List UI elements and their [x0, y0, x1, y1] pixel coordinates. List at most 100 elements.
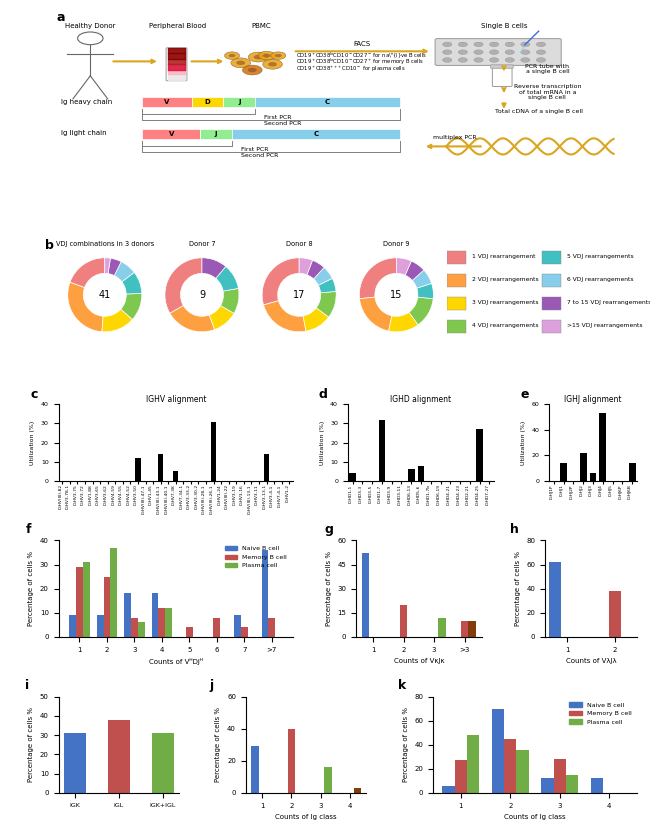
Bar	[408, 469, 415, 481]
Wedge shape	[170, 306, 214, 332]
Title: Donor 8: Donor 8	[286, 240, 313, 247]
Title: IGHV alignment: IGHV alignment	[146, 395, 206, 404]
Bar	[252, 747, 259, 793]
Text: h: h	[510, 523, 519, 536]
Text: c: c	[31, 388, 38, 401]
Text: d: d	[318, 388, 328, 401]
Circle shape	[254, 55, 263, 59]
Text: a single B cell: a single B cell	[525, 69, 569, 74]
FancyBboxPatch shape	[142, 129, 200, 139]
Y-axis label: Percentage of cells %: Percentage of cells %	[326, 551, 332, 626]
Wedge shape	[202, 258, 226, 278]
FancyBboxPatch shape	[166, 48, 187, 81]
Bar	[566, 775, 578, 793]
Bar	[268, 618, 276, 637]
Bar	[590, 473, 597, 481]
Circle shape	[268, 62, 277, 66]
Text: a: a	[56, 11, 65, 24]
Circle shape	[271, 52, 286, 59]
Wedge shape	[307, 260, 324, 279]
Text: Ig light chain: Ig light chain	[61, 131, 107, 136]
FancyBboxPatch shape	[255, 97, 400, 107]
Y-axis label: Percentage of cells %: Percentage of cells %	[403, 707, 409, 782]
Text: f: f	[26, 523, 31, 536]
Bar	[442, 786, 454, 793]
Bar	[349, 473, 356, 481]
Circle shape	[237, 60, 245, 65]
Wedge shape	[299, 258, 313, 275]
Circle shape	[263, 54, 270, 58]
Y-axis label: Utilization (%): Utilization (%)	[320, 420, 324, 465]
Text: Single B cells: Single B cells	[481, 23, 527, 29]
Wedge shape	[405, 261, 424, 281]
Text: Ig heavy chain: Ig heavy chain	[61, 99, 112, 105]
Y-axis label: Utilization (%): Utilization (%)	[521, 420, 526, 465]
Bar	[400, 605, 408, 637]
Bar	[447, 251, 466, 263]
Text: k: k	[398, 679, 407, 692]
Legend: Naive B cell, Memory B cell, Plasma cell: Naive B cell, Memory B cell, Plasma cell	[222, 544, 290, 571]
Circle shape	[489, 58, 499, 62]
Text: multiplex PCR: multiplex PCR	[433, 135, 476, 140]
Text: Second PCR: Second PCR	[240, 153, 278, 158]
Text: Reverse transcription: Reverse transcription	[514, 84, 581, 89]
Bar	[158, 454, 163, 481]
Bar	[476, 430, 483, 481]
Text: PBMC: PBMC	[251, 23, 271, 29]
Y-axis label: Percentage of cells %: Percentage of cells %	[216, 707, 222, 782]
Wedge shape	[209, 306, 234, 330]
FancyBboxPatch shape	[200, 129, 232, 139]
Wedge shape	[313, 268, 332, 285]
Wedge shape	[359, 258, 396, 299]
Circle shape	[536, 58, 545, 62]
Text: 41: 41	[99, 290, 111, 300]
Bar	[135, 458, 140, 481]
Bar	[417, 466, 424, 481]
Text: C: C	[313, 131, 318, 137]
Text: 5 VDJ rearrangements: 5 VDJ rearrangements	[567, 254, 633, 259]
Wedge shape	[303, 308, 329, 331]
Text: PCR tube with: PCR tube with	[525, 64, 569, 69]
Bar	[165, 608, 172, 637]
Bar	[461, 621, 469, 637]
FancyBboxPatch shape	[435, 39, 561, 65]
Text: g: g	[325, 523, 333, 536]
Bar	[542, 297, 561, 310]
Wedge shape	[108, 259, 121, 276]
Wedge shape	[396, 258, 411, 275]
Text: J: J	[238, 99, 240, 105]
Circle shape	[443, 50, 452, 55]
Circle shape	[224, 52, 240, 59]
Bar	[234, 615, 241, 637]
Bar	[542, 251, 561, 263]
Wedge shape	[262, 258, 299, 305]
Wedge shape	[122, 273, 142, 294]
Bar	[542, 320, 561, 333]
Bar	[131, 618, 138, 637]
Bar	[69, 615, 76, 637]
FancyBboxPatch shape	[224, 97, 255, 107]
X-axis label: Counts of Ig class: Counts of Ig class	[275, 814, 337, 820]
Wedge shape	[68, 282, 103, 332]
Circle shape	[248, 68, 257, 72]
Circle shape	[521, 42, 530, 47]
Circle shape	[248, 52, 268, 62]
Wedge shape	[220, 288, 239, 313]
Bar	[264, 454, 269, 481]
Wedge shape	[165, 258, 202, 313]
Text: single B cell: single B cell	[528, 96, 566, 101]
Circle shape	[505, 42, 514, 47]
Bar	[517, 749, 529, 793]
FancyBboxPatch shape	[232, 129, 400, 139]
Bar	[580, 453, 587, 481]
Title: IGHJ alignment: IGHJ alignment	[564, 395, 622, 404]
Bar	[467, 735, 480, 793]
Wedge shape	[216, 267, 239, 291]
Text: 9: 9	[199, 290, 205, 300]
Circle shape	[474, 58, 483, 62]
Wedge shape	[114, 262, 134, 282]
Bar	[549, 563, 561, 637]
Bar	[76, 567, 83, 637]
FancyBboxPatch shape	[192, 97, 224, 107]
Bar	[554, 759, 566, 793]
